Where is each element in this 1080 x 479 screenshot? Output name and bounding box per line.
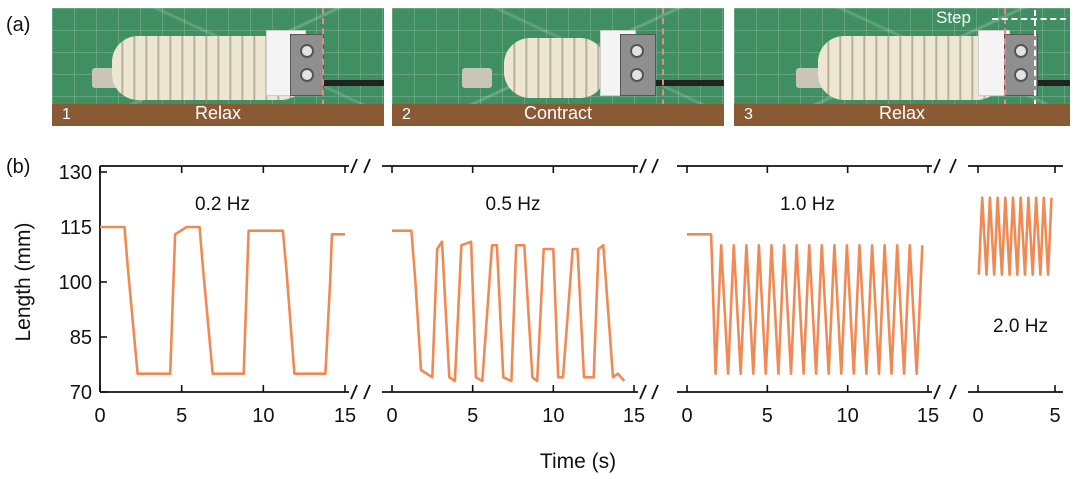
y-tick-label: 70 [70, 382, 92, 404]
panel-a-label: (a) [6, 14, 31, 36]
series-line-0-2-Hz [100, 225, 345, 375]
frame-number: 2 [402, 106, 411, 123]
frequency-label: 0.2 Hz [195, 194, 250, 215]
x-tick-label: 5 [467, 405, 478, 427]
x-tick-label: 5 [1049, 405, 1060, 427]
frequency-label: 0.5 Hz [486, 194, 541, 215]
frame-number: 1 [62, 106, 71, 123]
x-tick-label: 15 [334, 405, 356, 427]
axis-break-mark [363, 384, 371, 400]
axis-break-mark [350, 158, 358, 174]
x-tick-label: 15 [917, 405, 939, 427]
y-axis-title: Length (mm) [12, 222, 35, 341]
series-line-0-5-Hz [392, 229, 626, 383]
frame-number: 3 [744, 106, 753, 123]
photo-frame-2: 2 Contract [392, 8, 724, 126]
axis-break-mark [949, 158, 957, 174]
actuator-bellows [504, 38, 606, 98]
frame-caption: Relax [194, 103, 242, 123]
axis-break-mark [350, 384, 358, 400]
x-tick-label: 0 [972, 405, 983, 427]
frame-caption: Contract [523, 103, 593, 123]
series-line-2-0-Hz [977, 196, 1053, 276]
frame-caption: Relax [878, 103, 926, 123]
y-tick-label: 100 [59, 272, 92, 294]
axis-break-mark [933, 158, 941, 174]
x-tick-label: 5 [176, 405, 187, 427]
x-tick-label: 0 [386, 405, 397, 427]
step-label: Step [936, 8, 971, 27]
frequency-label: 2.0 Hz [993, 316, 1048, 337]
photo-frame-3: Step 3 Relax [734, 8, 1070, 126]
axis-break-mark [651, 384, 659, 400]
x-tick-label: 10 [837, 405, 859, 427]
x-tick-label: 10 [252, 405, 274, 427]
y-tick-label: 115 [60, 217, 92, 239]
y-tick-label: 85 [70, 327, 92, 349]
x-tick-label: 15 [623, 405, 645, 427]
x-tick-label: 10 [542, 405, 564, 427]
axis-break-mark [933, 384, 941, 400]
axis-break-mark [639, 158, 647, 174]
x-tick-label: 0 [94, 405, 105, 427]
axis-break-mark [639, 384, 647, 400]
x-axis-title: Time (s) [540, 450, 616, 473]
x-tick-label: 5 [762, 405, 773, 427]
x-tick-label: 0 [681, 405, 692, 427]
actuator-bellows [818, 36, 1003, 100]
series-line-1-0-Hz [687, 233, 924, 375]
photo-frame-1: 1 Relax [52, 8, 384, 126]
frequency-label: 1.0 Hz [780, 194, 835, 215]
y-tick-label: 130 [59, 162, 92, 184]
axis-break-mark [949, 384, 957, 400]
axis-break-mark [363, 158, 371, 174]
axis-break-mark [651, 158, 659, 174]
panel-b-label: (b) [6, 156, 31, 178]
